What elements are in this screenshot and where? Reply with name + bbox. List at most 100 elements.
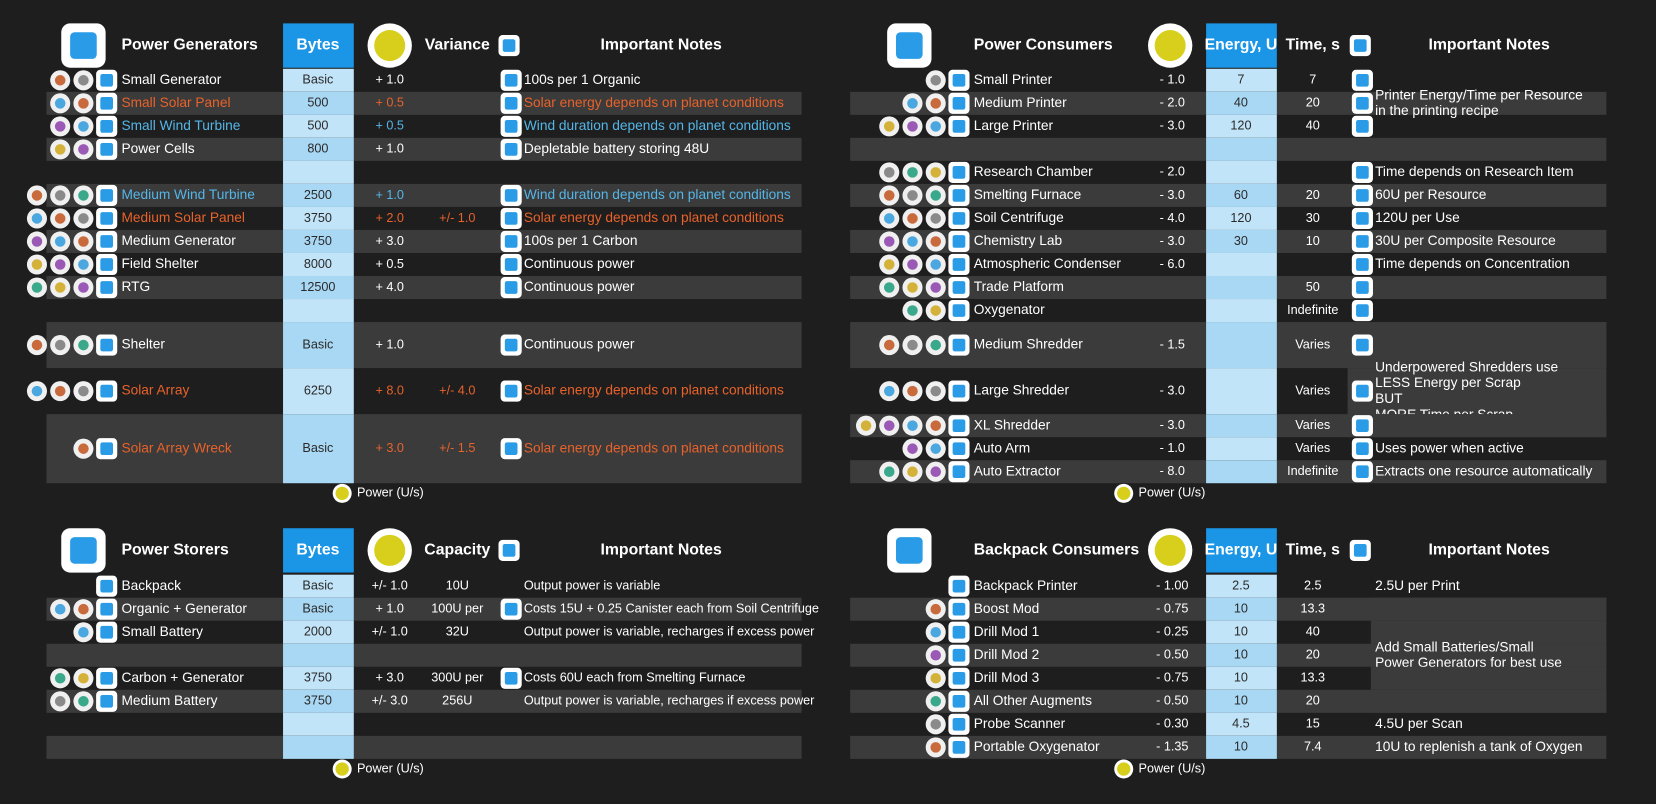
item-icon-core (952, 235, 966, 248)
cell: 20 (1306, 648, 1320, 662)
item-icon-core (1356, 120, 1369, 133)
band-cell (1206, 183, 1277, 207)
power-icon-core (374, 534, 406, 566)
resource-icon-core (930, 282, 942, 293)
cell-line: Underpowered Shredders use (1375, 359, 1558, 374)
cell: - 1.5 (1160, 337, 1185, 351)
cell: - 1.35 (1156, 740, 1188, 754)
cell: + 0.5 (375, 96, 404, 110)
cell: + 1.0 (375, 73, 404, 87)
footer-label: Power (U/s) (1139, 761, 1206, 775)
cell: Costs 15U + 0.25 Canister each from Soil… (524, 602, 819, 616)
row-name: Boost Mod (974, 601, 1040, 616)
cell: 4.5 (1232, 717, 1250, 731)
item-icon-core (952, 96, 966, 110)
band-cell (1206, 460, 1277, 484)
power-icon-core (1154, 30, 1186, 62)
row-name: XL Shredder (974, 417, 1051, 432)
resource-icon-core (31, 259, 43, 270)
resource-icon-core (54, 603, 66, 615)
band-cell (283, 183, 354, 207)
footer-label: Power (U/s) (357, 761, 424, 775)
cell: 120 (1230, 119, 1251, 133)
band-cell (283, 414, 354, 484)
row-name: Field Shelter (121, 256, 198, 271)
cell: - 0.50 (1156, 694, 1188, 708)
cell: Wind duration depends on planet conditio… (524, 187, 791, 202)
cell: Output power is variable, recharges if e… (524, 694, 815, 708)
band-cell (1206, 414, 1277, 438)
resource-icon-core (930, 696, 942, 707)
resource-icon-core (78, 144, 89, 155)
resource-icon-core (883, 282, 895, 293)
cell: +/- 4.0 (439, 383, 475, 397)
item-icon-core (1356, 338, 1369, 352)
band-cell (1206, 735, 1277, 759)
cell: 20 (1306, 694, 1320, 708)
cell: 40 (1306, 625, 1320, 639)
cell: 60 (1234, 188, 1248, 202)
item-icon-core (952, 625, 966, 639)
cell: Continuous power (524, 256, 635, 271)
item-icon-core (100, 73, 114, 87)
item-icon-core (952, 338, 966, 352)
cell: 20 (1306, 188, 1320, 202)
row-stripe (46, 322, 802, 369)
merged-note-bg (1370, 689, 1607, 713)
cell: 50 (1306, 280, 1320, 294)
resource-icon-core (54, 282, 66, 293)
item-icon-core (100, 671, 114, 685)
resource-icon-core (883, 339, 895, 351)
cell: 60U per Resource (1375, 187, 1487, 202)
item-icon-core (504, 338, 518, 352)
item-icon-core (952, 212, 966, 225)
cell: Solar energy depends on planet condition… (524, 210, 784, 225)
resource-icon-core (54, 213, 66, 224)
cell: - 0.50 (1156, 648, 1188, 662)
item-icon-core (952, 442, 966, 456)
cell: Depletable battery storing 48U (524, 141, 709, 156)
row-name: Small Printer (974, 72, 1053, 87)
cell: 3750 (304, 234, 332, 248)
cell: 100s per 1 Organic (524, 72, 641, 87)
cell: 500 (307, 119, 328, 133)
column-header: Important Notes (1428, 542, 1550, 559)
band-cell (1206, 574, 1277, 598)
resource-icon-core (78, 673, 89, 684)
item-icon-core (1356, 281, 1369, 294)
merged-note-bg (1347, 368, 1607, 415)
band-cell (1206, 368, 1277, 415)
item-icon-core (70, 537, 97, 564)
resource-icon-core (930, 742, 942, 753)
item-icon-core (896, 537, 923, 564)
cell: - 1.0 (1160, 73, 1185, 87)
resource-icon-core (930, 98, 942, 109)
item-icon-core (952, 465, 966, 479)
cell: Wind duration depends on planet conditio… (524, 118, 791, 133)
item-icon-core (1356, 419, 1369, 432)
resource-icon-core (930, 75, 942, 86)
row-stripe (46, 414, 802, 484)
cell: + 3.0 (375, 234, 404, 248)
resource-icon-core (907, 339, 918, 351)
cell: Basic (302, 441, 333, 455)
row-name: Atmospheric Condenser (974, 256, 1122, 271)
power-icon-core (374, 30, 406, 62)
cell-line: Printer Energy/Time per Resource (1375, 87, 1583, 102)
resource-icon-core (78, 190, 89, 201)
band-cell (283, 712, 354, 736)
cell: - 4.0 (1160, 211, 1185, 225)
item-icon-core (1356, 442, 1369, 456)
resource-icon-core (883, 236, 895, 247)
resource-icon-core (930, 236, 942, 247)
cell: - 1.00 (1156, 579, 1188, 593)
cell: - 0.75 (1156, 671, 1188, 685)
item-icon-core (504, 258, 518, 271)
cell: + 3.0 (375, 671, 404, 685)
item-icon-core (100, 96, 114, 110)
item-icon-core (504, 442, 518, 456)
cell: 7 (1309, 73, 1316, 87)
resource-icon-core (883, 213, 895, 224)
cell: Uses power when active (1375, 440, 1524, 455)
resource-icon-core (78, 339, 89, 351)
